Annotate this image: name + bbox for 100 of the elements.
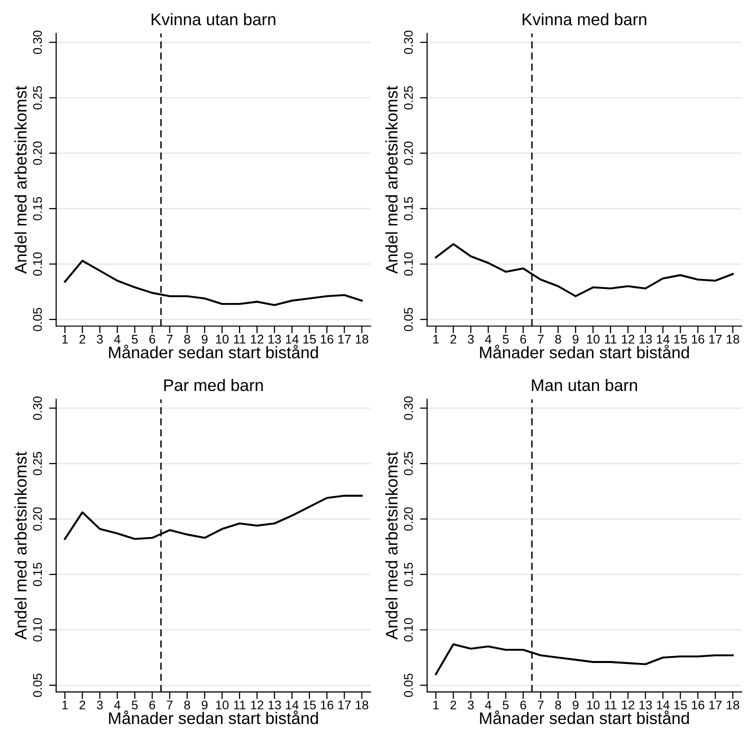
y-axis-title: Andel med arbetsinkomst (385, 452, 398, 640)
x-tick-label: 8 (184, 700, 190, 710)
x-tick-label: 4 (114, 334, 120, 344)
x-tick-label: 5 (132, 700, 138, 710)
chart-title: Kvinna utan barn (152, 13, 276, 26)
chart-title: Kvinna med barn (522, 13, 646, 26)
x-tick-label: 15 (303, 700, 316, 710)
y-tick-label: 0.15 (404, 562, 413, 586)
x-tick-label: 6 (520, 334, 526, 344)
x-tick-label: 8 (184, 334, 190, 344)
y-tick-label: 0.25 (33, 452, 42, 476)
y-tick-label: 0.15 (33, 562, 42, 586)
x-tick-label: 10 (587, 700, 600, 710)
y-axis-title: Andel med arbetsinkomst (14, 86, 27, 274)
x-tick-label: 9 (202, 334, 208, 344)
y-tick-label: 0.30 (33, 30, 42, 54)
x-axis-title: Månader sedan start bistånd (109, 710, 318, 724)
y-tick-label: 0.20 (404, 142, 413, 165)
x-tick-label: 1 (62, 700, 68, 710)
x-tick-label: 15 (674, 334, 687, 344)
y-tick-label: 0.15 (33, 196, 42, 220)
y-tick-label: 0.25 (33, 86, 42, 110)
x-tick-label: 4 (485, 334, 492, 344)
x-tick-label: 3 (468, 334, 474, 344)
x-tick-label: 14 (656, 334, 670, 344)
y-tick-label: 0.05 (33, 674, 42, 697)
x-tick-label: 14 (286, 334, 299, 344)
y-tick-label: 0.15 (404, 196, 413, 220)
x-tick-label: 10 (587, 334, 600, 344)
y-tick-label: 0.10 (33, 618, 42, 642)
x-tick-label: 11 (234, 334, 246, 344)
y-tick-label: 0.20 (33, 507, 42, 531)
x-tick-label: 13 (268, 700, 281, 710)
x-tick-label: 17 (709, 334, 722, 344)
x-tick-label: 11 (604, 334, 616, 344)
x-tick-label: 11 (234, 700, 246, 710)
x-tick-label: 9 (202, 700, 208, 710)
x-tick-label: 17 (709, 700, 722, 710)
chart-title: Par med barn (164, 378, 263, 392)
y-tick-label: 0.30 (33, 396, 42, 420)
x-tick-label: 5 (502, 334, 509, 344)
x-tick-label: 15 (303, 334, 316, 344)
x-tick-label: 6 (149, 334, 156, 344)
x-tick-label: 1 (62, 334, 68, 344)
y-tick-label: 0.30 (404, 30, 413, 54)
y-tick-label: 0.10 (404, 252, 413, 276)
x-tick-label: 18 (356, 700, 368, 710)
y-tick-label: 0.20 (404, 507, 413, 531)
x-tick-label: 12 (622, 334, 634, 344)
x-tick-label: 16 (320, 700, 334, 710)
x-tick-label: 10 (216, 334, 229, 344)
x-tick-label: 16 (320, 334, 334, 344)
x-tick-label: 3 (96, 700, 103, 710)
x-tick-label: 7 (166, 700, 173, 710)
x-tick-label: 14 (656, 700, 670, 710)
x-tick-label: 12 (251, 334, 264, 344)
x-tick-label: 3 (96, 334, 103, 344)
y-tick-label: 0.05 (404, 308, 413, 332)
x-tick-label: 10 (216, 700, 229, 710)
y-tick-label: 0.30 (404, 396, 413, 420)
y-tick-label: 0.05 (404, 674, 413, 697)
x-tick-label: 18 (726, 700, 740, 710)
x-tick-label: 2 (80, 700, 86, 710)
x-tick-label: 7 (538, 334, 544, 344)
x-tick-label: 5 (132, 334, 138, 344)
x-tick-label: 16 (692, 700, 704, 710)
x-tick-label: 15 (674, 700, 687, 710)
x-tick-label: 18 (726, 334, 740, 344)
chart-title: Man utan barn (532, 378, 637, 392)
x-tick-label: 13 (639, 334, 652, 344)
y-tick-label: 0.05 (33, 308, 42, 332)
x-tick-label: 2 (450, 334, 456, 344)
x-tick-label: 17 (338, 700, 351, 710)
x-tick-label: 16 (692, 334, 704, 344)
x-tick-label: 8 (555, 700, 562, 710)
y-axis-title: Andel med arbetsinkomst (14, 452, 27, 640)
x-tick-label: 9 (572, 700, 578, 710)
x-tick-label: 2 (450, 700, 456, 710)
x-axis-title: Månader sedan start bistånd (109, 344, 318, 358)
x-tick-label: 4 (114, 700, 120, 710)
y-tick-label: 0.10 (404, 618, 413, 642)
x-tick-label: 1 (433, 700, 439, 710)
x-tick-label: 17 (338, 334, 351, 344)
x-tick-label: 6 (520, 700, 526, 710)
y-tick-label: 0.25 (404, 86, 413, 110)
x-tick-label: 7 (538, 700, 544, 710)
x-tick-label: 12 (622, 700, 634, 710)
x-tick-label: 1 (433, 334, 439, 344)
x-tick-label: 13 (639, 700, 652, 710)
y-tick-label: 0.10 (33, 252, 42, 276)
y-axis-title: Andel med arbetsinkomst (385, 86, 398, 274)
y-tick-label: 0.25 (404, 452, 413, 476)
y-tick-label: 0.20 (33, 142, 42, 165)
x-tick-label: 2 (80, 334, 86, 344)
x-tick-label: 14 (286, 700, 299, 710)
x-tick-label: 3 (468, 700, 474, 710)
x-tick-label: 6 (149, 700, 156, 710)
x-axis-title: Månader sedan start bistånd (480, 710, 689, 724)
x-tick-label: 11 (604, 700, 616, 710)
x-tick-label: 7 (166, 334, 173, 344)
